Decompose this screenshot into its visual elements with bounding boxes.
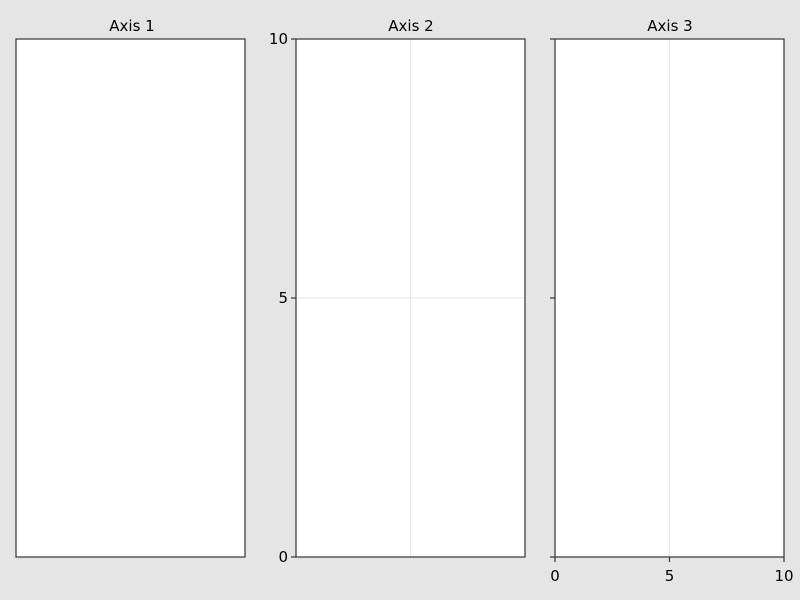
- axes-3-xtick-label: 5: [665, 567, 675, 585]
- axes-2: Axis 2 0 5 10: [269, 17, 526, 566]
- axes-2-ytick-label: 5: [278, 289, 288, 307]
- axes-3-title: Axis 3: [647, 17, 692, 35]
- axes-3-xtick-label: 10: [774, 567, 793, 585]
- axes-2-grid: [296, 39, 525, 557]
- axes-2-y-axis: 0 5 10: [269, 30, 296, 566]
- axes-2-title: Axis 2: [388, 17, 433, 35]
- axes-3-x-axis: 0 5 10: [550, 557, 794, 585]
- axes-3-y-axis: [550, 38, 555, 558]
- axes-3-xtick-label: 0: [550, 567, 560, 585]
- axes-1: Axis 1: [15, 17, 246, 558]
- axes-2-ytick-label: 10: [269, 30, 288, 48]
- axes-1-title: Axis 1: [109, 17, 154, 35]
- axes-1-plot-area: [15, 38, 246, 558]
- axes-2-ytick-label: 0: [278, 548, 288, 566]
- axes-3: Axis 3 0 5 10: [550, 17, 794, 585]
